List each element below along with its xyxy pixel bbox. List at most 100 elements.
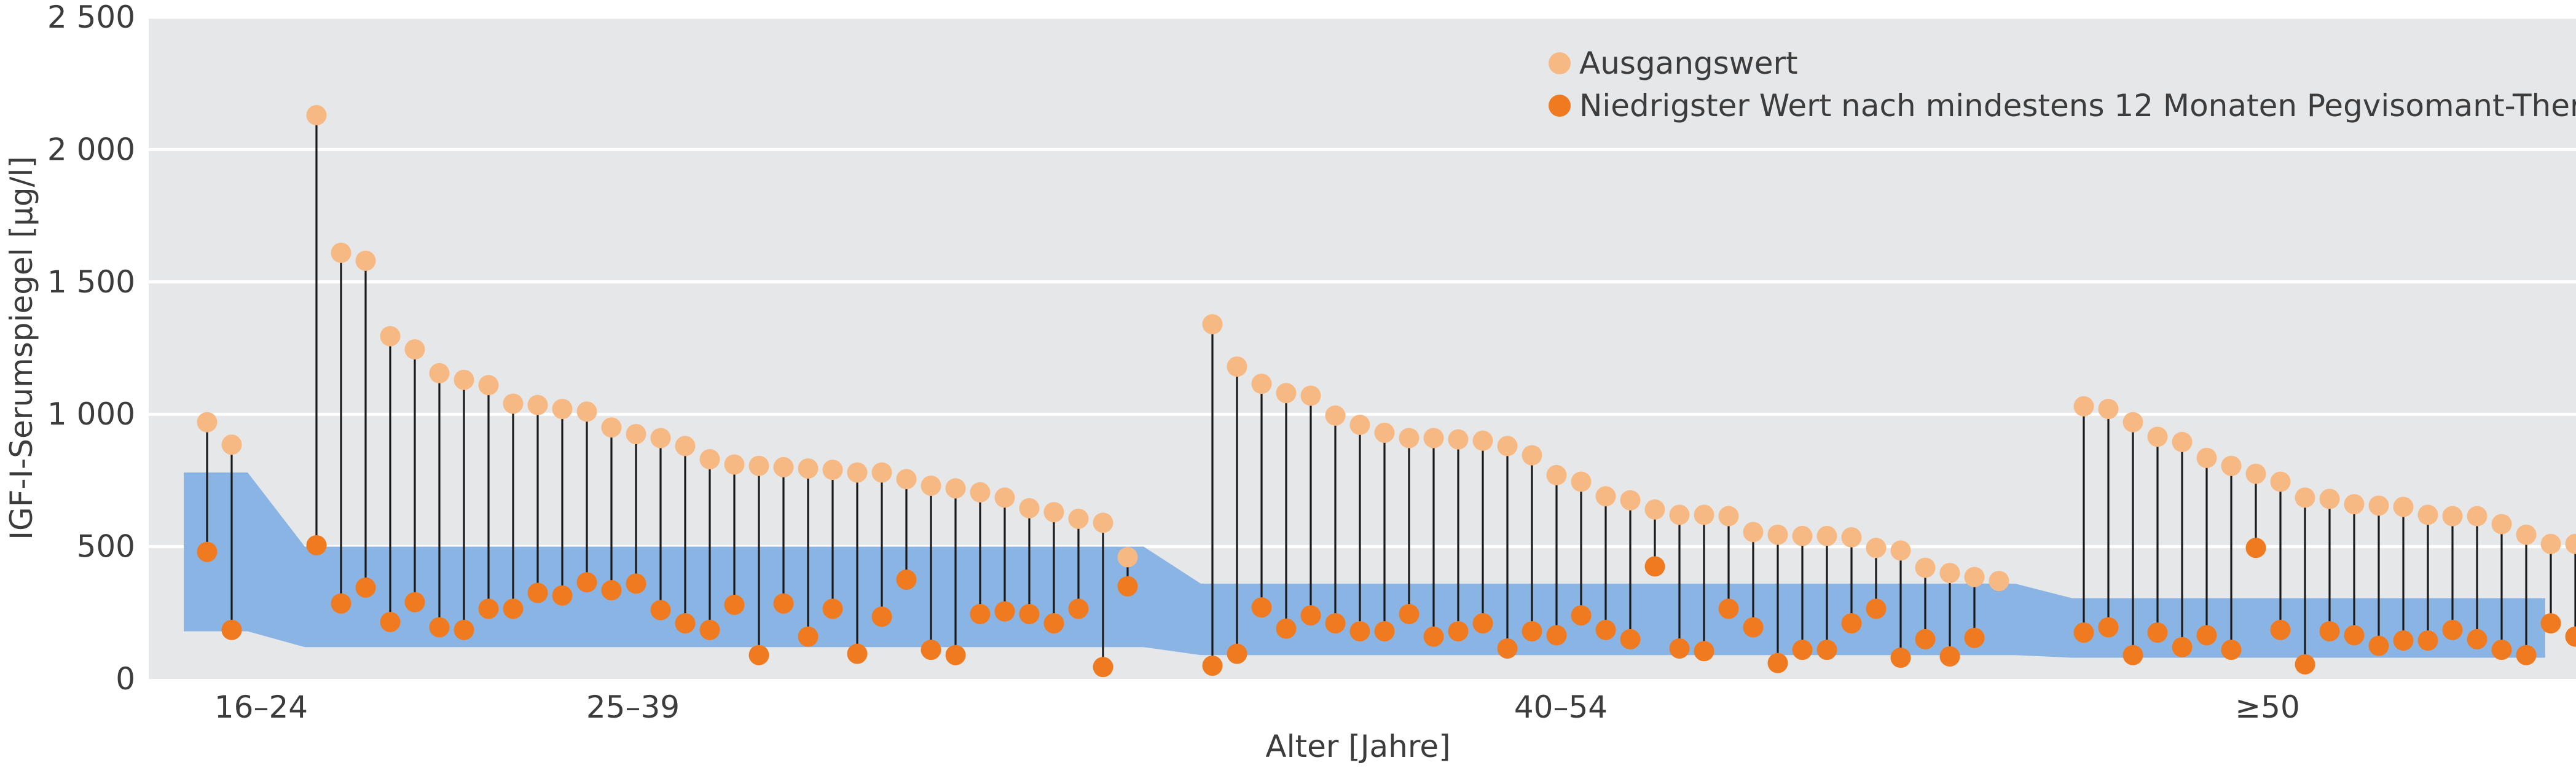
lowest-value-point [1019,603,1040,624]
baseline-value-point [724,454,745,475]
lowest-value-point [197,541,218,562]
lowest-value-point [1251,597,1272,618]
lowest-value-point [1792,640,1813,660]
lowest-value-point [626,573,646,594]
baseline-value-point [2221,455,2242,476]
baseline-value-point [2196,447,2217,468]
lowest-value-point [2245,538,2266,558]
baseline-value-point [921,476,941,496]
lowest-value-point [1718,598,1739,619]
lowest-value-point [1669,638,1690,659]
connector-lines [206,115,2576,667]
lowest-value-point [650,600,671,621]
baseline-value-point [2393,496,2414,517]
baseline-value-point [871,462,892,483]
baseline-value-point [1093,512,1113,533]
lowest-value-point [306,535,327,555]
baseline-value-point [2319,488,2340,509]
baseline-value-point [527,394,548,415]
lowest-value-point [404,592,425,613]
legend: Ausgangswert Niedrigster Wert nach minde… [1549,45,2576,123]
lowest-value-point [2122,645,2143,665]
x-group-label: 40–54 [1514,689,1608,725]
y-axis-ticks: 0 500 1 000 1 500 2 000 2 500 [47,0,135,697]
y-tick-label: 2 500 [47,0,135,35]
baseline-value-point [773,456,794,477]
lowest-value-point [1939,646,1960,667]
baseline-value-point [2147,426,2168,447]
lowest-value-point [2467,629,2488,649]
baseline-value-point [2491,514,2512,535]
baseline-value-point [847,462,868,483]
x-group-label: 16–24 [214,689,308,725]
baseline-value-point [2098,399,2119,420]
lowest-value-point [1117,576,1138,597]
lowest-value-point [2393,630,2414,651]
baseline-value-point [1423,428,1444,449]
baseline-value-point [1019,498,1040,519]
lowest-value-point [724,594,745,615]
lowest-value-point [699,619,720,640]
baseline-value-point [1068,508,1089,529]
lowest-value-point [2196,625,2217,646]
reference-range-band [184,472,2545,658]
x-group-label: 25–39 [586,689,680,725]
lowest-value-point [503,598,524,619]
lowest-value-point [1093,657,1113,678]
baseline-value-point [1816,525,1837,546]
lowest-value-point [331,593,351,614]
lowest-value-point [994,601,1015,622]
baseline-value-point [1546,464,1567,485]
lowest-value-point [1644,556,1665,577]
lowest-value-point [1964,627,1985,648]
lowest-value-point [2565,626,2576,647]
lowest-value-point [2540,613,2561,634]
lowest-value-point [1202,655,1223,676]
lowest-value-point [822,598,843,619]
baseline-value-point [1448,429,1469,450]
baseline-value-point [1300,385,1321,406]
baseline-value-point [2270,471,2291,492]
lowest-value-point [576,572,597,593]
baseline-value-point [306,104,327,125]
baseline-value-point [1915,557,1936,578]
y-tick-label: 1 500 [47,264,135,300]
baseline-value-point [1718,506,1739,527]
baseline-value-point [1694,504,1714,525]
baseline-value-point [2122,412,2143,433]
baseline-value-point [1227,356,1247,377]
lowest-value-point [1915,629,1936,649]
lowest-value-point [2417,630,2438,651]
baseline-value-point [552,399,573,420]
lowest-value-point [1227,643,1247,664]
data-points [197,104,2576,678]
baseline-value-point [1792,525,1813,546]
baseline-value-point [355,250,376,271]
baseline-value-point [1522,445,1542,466]
lowest-value-point [847,643,868,664]
baseline-value-point [404,339,425,360]
baseline-value-point [1989,571,2009,592]
baseline-value-point [1374,422,1395,443]
baseline-value-point [1276,383,1297,404]
baseline-value-point [380,326,401,347]
lowest-value-point [1472,613,1493,634]
x-group-label: ≥50 [2235,689,2300,725]
baseline-value-point [2368,495,2389,516]
lowest-value-point [1300,605,1321,626]
lowest-value-point [2491,640,2512,660]
baseline-value-point [2172,431,2193,452]
baseline-value-point [1964,566,1985,587]
baseline-value-point [945,478,966,499]
lowest-value-point [601,580,622,601]
lowest-value-point [454,619,474,640]
baseline-value-point [675,436,696,456]
lowest-value-point [1349,621,1370,641]
baseline-value-point [1644,499,1665,520]
baseline-value-point [601,417,622,438]
lowest-value-point [2098,617,2119,638]
baseline-value-point [2442,506,2463,527]
y-axis-label: IGF-I-Serumspiegel [µg/l] [4,156,39,540]
baseline-value-point [1595,486,1616,507]
